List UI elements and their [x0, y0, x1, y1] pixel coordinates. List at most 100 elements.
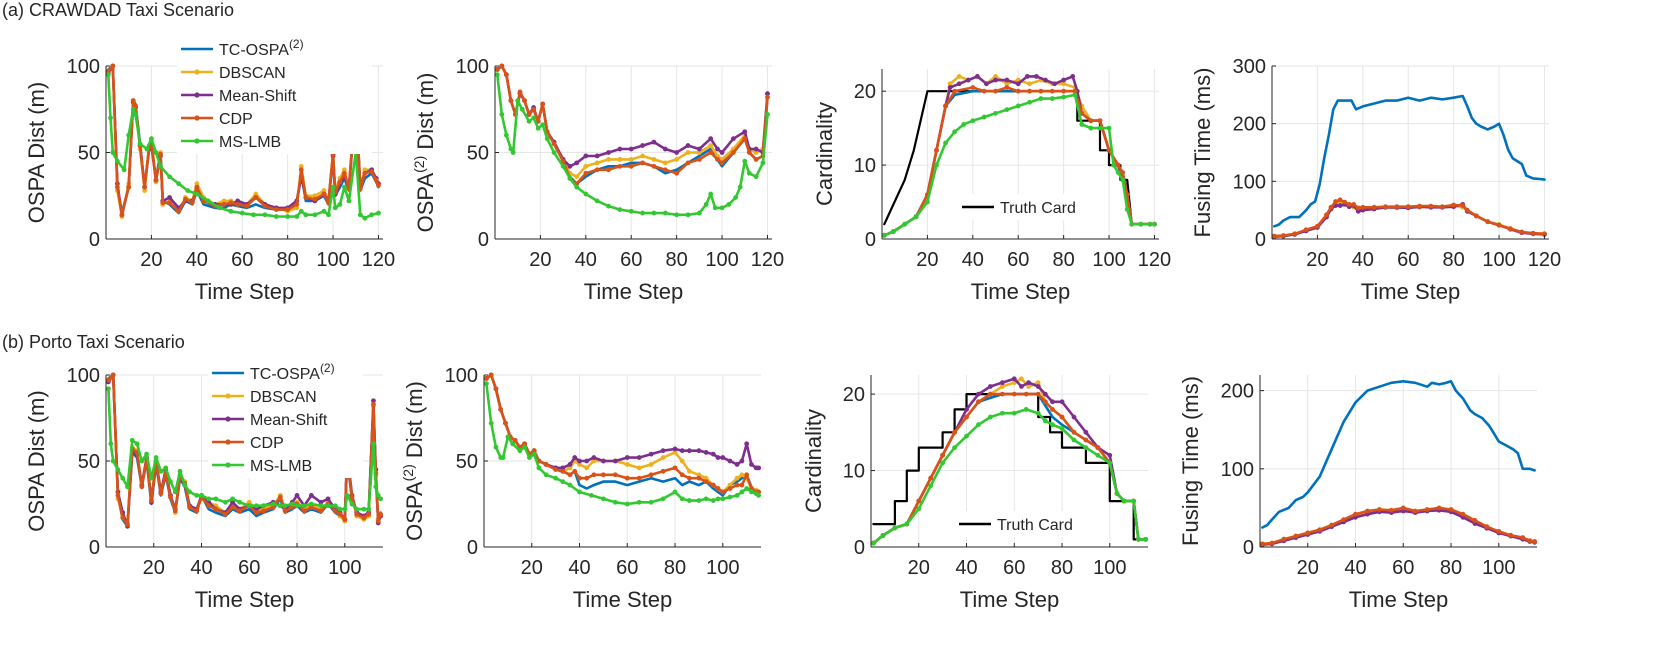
data-point: [984, 81, 989, 87]
data-point: [970, 118, 976, 124]
data-point: [696, 448, 702, 454]
data-point: [679, 458, 685, 464]
data-point: [624, 462, 630, 467]
data-point: [660, 455, 666, 460]
data-point: [346, 198, 352, 204]
data-point: [342, 184, 347, 190]
data-point: [194, 508, 200, 514]
data-point: [153, 455, 159, 460]
data-point: [517, 89, 523, 95]
data-point: [1530, 230, 1536, 236]
data-point: [1120, 177, 1126, 183]
data-point: [703, 475, 709, 481]
data-point: [577, 458, 582, 464]
data-point: [163, 465, 169, 471]
x-tick-label: 20: [529, 249, 551, 271]
data-point: [1439, 204, 1445, 210]
data-point: [1042, 399, 1048, 405]
data-point: [199, 493, 204, 498]
data-point: [742, 158, 748, 164]
data-point: [617, 157, 623, 162]
data-point: [244, 203, 250, 209]
data-point: [685, 150, 691, 155]
data-point: [1355, 205, 1361, 211]
data-point: [1106, 125, 1112, 131]
data-point: [744, 472, 750, 478]
data-point: [940, 452, 946, 458]
data-point: [158, 468, 164, 474]
data-point: [739, 482, 745, 488]
data-point: [749, 489, 754, 495]
data-point: [205, 198, 211, 204]
data-point: [105, 72, 111, 78]
legend-marker: [194, 138, 200, 144]
data-point: [1004, 81, 1010, 87]
data-point: [964, 407, 969, 412]
data-point: [1460, 511, 1466, 517]
y-tick-label: 0: [89, 537, 100, 559]
data-point: [591, 455, 597, 460]
data-point: [553, 475, 559, 481]
data-point: [531, 448, 537, 454]
data-point: [624, 455, 630, 460]
data-point: [1341, 517, 1346, 523]
data-point: [526, 455, 532, 460]
data-point: [1305, 530, 1311, 536]
data-point: [753, 146, 759, 152]
data-point: [892, 525, 898, 531]
data-point: [720, 455, 726, 460]
data-point: [1405, 204, 1411, 210]
data-point: [130, 106, 136, 112]
data-point: [362, 215, 368, 221]
data-point: [1072, 88, 1078, 94]
data-point: [640, 143, 645, 148]
data-point: [158, 491, 164, 497]
data-point: [108, 115, 113, 121]
data-point: [1026, 384, 1032, 389]
data-point: [1520, 535, 1526, 541]
x-tick-label: 80: [277, 249, 299, 271]
data-point: [337, 511, 343, 517]
data-point: [167, 174, 172, 180]
data-point: [235, 202, 241, 207]
data-point: [1059, 426, 1065, 431]
data-point: [362, 170, 368, 176]
data-point: [375, 493, 381, 498]
data-point: [708, 143, 714, 148]
data-point: [952, 129, 958, 135]
data-point: [999, 410, 1005, 416]
data-point: [727, 494, 733, 500]
data-point: [133, 103, 138, 109]
data-point: [115, 493, 121, 498]
x-tick-label: 80: [664, 557, 686, 579]
data-point: [312, 196, 318, 202]
data-point: [574, 184, 580, 190]
data-point: [512, 437, 518, 443]
data-point: [1023, 391, 1029, 397]
data-point: [142, 184, 147, 190]
data-point: [228, 200, 234, 206]
data-point: [686, 498, 692, 503]
data-point: [679, 448, 685, 454]
data-point: [1071, 414, 1077, 420]
data-point: [1388, 507, 1394, 513]
data-point: [318, 499, 324, 505]
data-point: [600, 472, 606, 478]
data-point: [628, 146, 634, 152]
data-point: [734, 482, 740, 488]
data-point: [222, 511, 228, 517]
data-point: [253, 191, 259, 197]
data-point: [110, 372, 116, 378]
chart-b1: 20 40 60 80 100 0 50 100 Time Step OSPA Dist (m) T…: [24, 360, 384, 612]
data-point: [880, 533, 886, 538]
y-axis-label: OSPA(2) Dist (m): [400, 381, 427, 541]
legend-label: DBSCAN: [250, 389, 317, 406]
data-point: [1329, 522, 1335, 528]
x-tick-label: 40: [1344, 557, 1366, 579]
data-point: [499, 63, 505, 69]
data-point: [1083, 437, 1089, 443]
data-point: [194, 493, 200, 498]
data-point: [508, 98, 514, 103]
y-tick-label: 100: [67, 56, 100, 78]
